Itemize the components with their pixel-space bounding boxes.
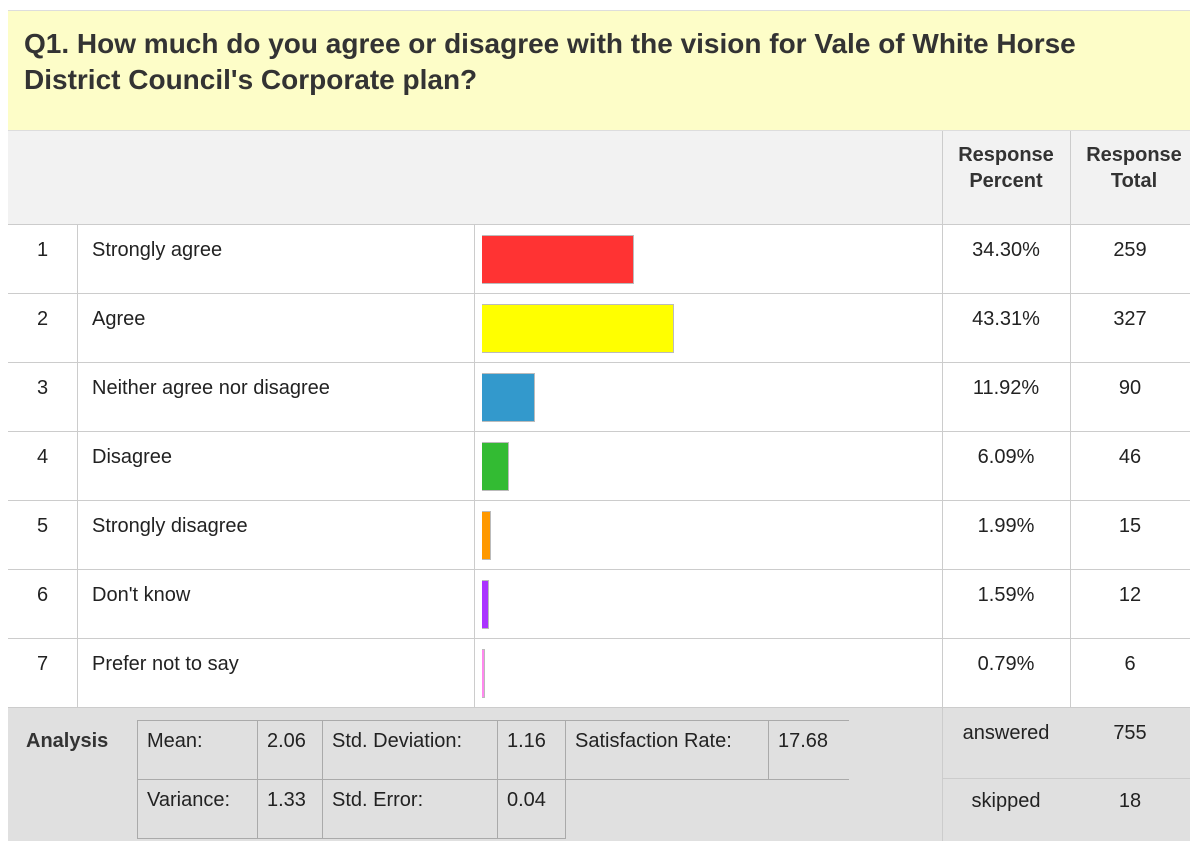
col-line <box>77 639 78 708</box>
row-label: Strongly agree <box>92 239 223 261</box>
row-line <box>8 293 942 294</box>
row-percent: 6.09% <box>977 446 1035 468</box>
row-line <box>942 293 1190 294</box>
header-total: Response Total <box>1086 144 1182 192</box>
row-label: Don't know <box>92 584 191 606</box>
row-total: 46 <box>1118 446 1142 468</box>
col-line <box>77 225 78 294</box>
row-total: 259 <box>1113 239 1147 261</box>
answered-value: 755 <box>1113 722 1147 744</box>
col-line <box>77 363 78 432</box>
row-percent: 1.99% <box>977 515 1035 537</box>
header-row <box>8 131 1190 225</box>
analysis-text: Std. Error: <box>332 789 424 811</box>
row-total: 12 <box>1118 584 1142 606</box>
row-line <box>942 500 1190 501</box>
skipped-value: 18 <box>1118 790 1142 812</box>
row-number: 2 <box>36 308 49 330</box>
analysis-cell <box>565 779 566 839</box>
col-line <box>474 570 475 639</box>
row-label: Prefer not to say <box>92 653 239 675</box>
question-header <box>8 10 1190 131</box>
row-label: Neither agree nor disagree <box>92 377 330 399</box>
analysis-area <box>8 708 1190 841</box>
row-label: Agree <box>92 308 146 330</box>
row-label: Strongly disagree <box>92 515 248 537</box>
row-line <box>942 431 1190 432</box>
row-percent: 1.59% <box>977 584 1035 606</box>
analysis-text: 17.68 <box>778 730 829 752</box>
row-line <box>8 431 942 432</box>
answered-label: answered <box>962 722 1050 744</box>
row-line <box>8 362 942 363</box>
row-number: 1 <box>36 239 49 261</box>
analysis-text: Mean: <box>147 730 203 752</box>
row-line <box>8 707 942 708</box>
analysis-cell <box>768 720 849 780</box>
row-line <box>8 569 942 570</box>
row-number: 6 <box>36 584 49 606</box>
row-label: Disagree <box>92 446 173 468</box>
skipped-label: skipped <box>971 790 1041 812</box>
bar <box>482 580 490 629</box>
bar <box>482 304 674 353</box>
row-total: 6 <box>1124 653 1136 675</box>
bar <box>482 442 509 491</box>
analysis-text: 2.06 <box>267 730 306 752</box>
row-line <box>942 569 1190 570</box>
col-line <box>474 432 475 501</box>
col-line <box>77 570 78 639</box>
col-line <box>474 225 475 294</box>
row-total: 90 <box>1118 377 1142 399</box>
analysis-text: 0.04 <box>507 789 546 811</box>
bar <box>482 373 535 422</box>
row-number: 5 <box>36 515 49 537</box>
row-total: 327 <box>1113 308 1147 330</box>
row-percent: 11.92% <box>972 377 1040 399</box>
divider <box>942 131 943 708</box>
row-line <box>942 778 1190 779</box>
row-percent: 34.30% <box>972 239 1040 261</box>
col-line <box>474 363 475 432</box>
row-line <box>942 707 1190 708</box>
bar <box>482 235 634 284</box>
row-line <box>8 638 942 639</box>
col-line <box>474 294 475 363</box>
bar <box>482 649 486 698</box>
analysis-text: 1.33 <box>267 789 306 811</box>
row-line <box>8 500 942 501</box>
bar <box>482 511 491 560</box>
analysis-text: 1.16 <box>507 730 546 752</box>
row-number: 4 <box>36 446 49 468</box>
analysis-text: Satisfaction Rate: <box>575 730 732 752</box>
divider <box>1070 131 1071 841</box>
col-line <box>77 501 78 570</box>
divider <box>942 708 943 841</box>
analysis-text: Std. Deviation: <box>332 730 463 752</box>
analysis-text: Variance: <box>147 789 231 811</box>
header-percent: Response Percent <box>958 144 1054 192</box>
col-line <box>474 501 475 570</box>
row-total: 15 <box>1118 515 1142 537</box>
row-percent: 0.79% <box>977 653 1035 675</box>
col-line <box>474 639 475 708</box>
row-number: 3 <box>36 377 49 399</box>
analysis-title: Analysis <box>26 730 109 752</box>
row-number: 7 <box>36 653 49 675</box>
col-line <box>77 294 78 363</box>
row-line <box>942 362 1190 363</box>
row-percent: 43.31% <box>972 308 1040 330</box>
col-line <box>77 432 78 501</box>
question-title: Q1. How much do you agree or disagree wi… <box>24 28 1076 95</box>
row-line <box>942 638 1190 639</box>
